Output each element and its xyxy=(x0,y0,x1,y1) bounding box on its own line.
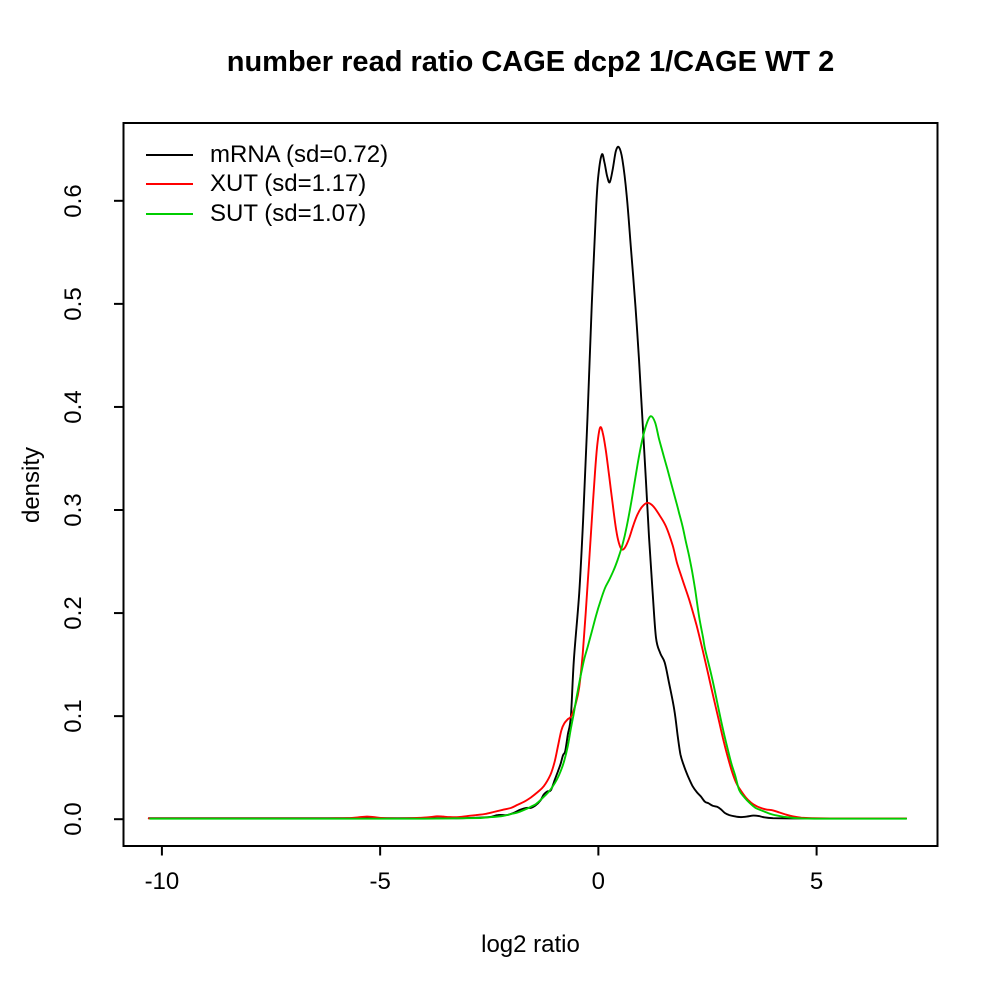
y-tick-label-text: 0.1 xyxy=(60,699,87,733)
legend-line-swatch xyxy=(146,212,193,215)
x-tick-label-0: 0 xyxy=(591,868,606,895)
legend-line-swatch xyxy=(146,183,193,186)
y-tick-label-text: 0.0 xyxy=(60,802,87,836)
legend-label: XUT (sd=1.17) xyxy=(210,170,367,198)
x-tick-label--5: -5 xyxy=(369,868,391,895)
legend: mRNA (sd=0.72) XUT (sd=1.17) SUT (sd=1.07) xyxy=(146,140,388,229)
density-curve-sut xyxy=(149,415,908,820)
legend-label: SUT (sd=1.07) xyxy=(210,199,367,227)
y-tick-label-text: 0.5 xyxy=(60,287,87,321)
density-curve-xut xyxy=(147,426,908,820)
y-tick-label-text: 0.2 xyxy=(60,596,87,630)
legend-item-xut: XUT (sd=1.17) xyxy=(146,170,388,200)
y-tick-label-text: 0.4 xyxy=(60,390,87,424)
chart-title: number read ratio CAGE dcp2 1/CAGE WT 2 xyxy=(226,46,835,78)
density-curve-mrna xyxy=(147,145,908,820)
x-tick-label-5: 5 xyxy=(809,868,824,895)
x-axis-label: log2 ratio xyxy=(481,931,580,958)
legend-label: mRNA (sd=0.72) xyxy=(210,140,389,168)
legend-line-swatch xyxy=(146,153,193,156)
plot-border xyxy=(122,122,939,847)
x-tick-label--10: -10 xyxy=(144,868,180,895)
y-tick-label-text: 0.6 xyxy=(60,184,87,218)
y-tick-label-text: 0.3 xyxy=(60,493,87,527)
y-axis-label: density xyxy=(18,446,45,524)
legend-item-sut: SUT (sd=1.07) xyxy=(146,199,388,229)
legend-item-mrna: mRNA (sd=0.72) xyxy=(146,140,388,170)
